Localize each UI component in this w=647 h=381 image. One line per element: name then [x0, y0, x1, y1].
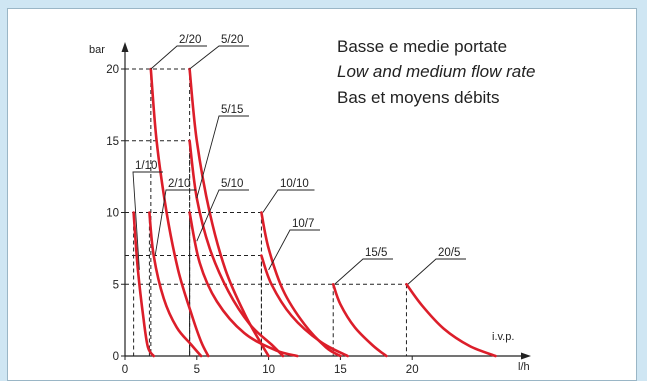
curve-leader-1-10: [132, 171, 163, 270]
curve-label-15-5: 15/5: [365, 247, 387, 259]
curve-leader-2-20: [150, 45, 207, 70]
y-axis-arrow: [121, 42, 129, 52]
curve-5-10: [188, 211, 299, 358]
curve-leader-2-10: [154, 189, 196, 256]
curve-leader-5-10: [196, 189, 249, 242]
curve-leader-10-7: [268, 229, 320, 271]
curve-2-10: [148, 211, 203, 358]
curve-label-10-10: 10/10: [280, 178, 309, 190]
curve-10-10: [260, 211, 342, 358]
curve-label-10-7: 10/7: [292, 218, 314, 230]
y-tick-label: 10: [106, 208, 119, 220]
title-line-1: Basse e medie portate: [337, 37, 507, 56]
curve-label-5-10: 5/10: [221, 178, 243, 190]
curve-1-10: [132, 211, 155, 358]
y-tick-label: 5: [113, 279, 119, 291]
curve-leader-15-5: [334, 258, 393, 285]
curve-label-2-10: 2/10: [168, 178, 190, 190]
y-axis-unit: bar: [89, 44, 105, 56]
x-axis-unit: l/h: [518, 361, 530, 373]
curve-20-5: [405, 283, 497, 358]
curve-leader-5-20: [189, 45, 249, 70]
curve-leader-10-10: [262, 189, 315, 213]
curve-15-5: [331, 283, 388, 358]
pressure-flow-chart: 0 5 10 15 20 0 5 10 15 20 1/10 2/20 2/10 5/20 5/15 5/1…: [89, 34, 535, 376]
y-tick-label: 0: [113, 351, 119, 363]
chart-panel: 0 5 10 15 20 0 5 10 15 20 1/10 2/20 2/10 5/20 5/15 5/1…: [7, 8, 637, 381]
curve-label-1-10: 1/10: [135, 160, 157, 172]
y-tick-label: 20: [106, 64, 119, 76]
x-axis-arrow: [521, 352, 531, 360]
x-tick-label: 0: [122, 364, 128, 376]
curve-label-20-5: 20/5: [438, 247, 460, 259]
curve-label-5-20: 5/20: [221, 34, 243, 46]
curves: [132, 67, 497, 358]
curve-label-2-20: 2/20: [179, 34, 201, 46]
x-tick-label: 20: [406, 364, 419, 376]
curve-2-20: [149, 67, 210, 358]
x-tick-label: 10: [262, 364, 275, 376]
y-tick-label: 15: [106, 136, 119, 148]
curve-10-7: [260, 254, 349, 358]
x-tick-label: 5: [194, 364, 200, 376]
title-line-3: Bas et moyens débits: [337, 88, 500, 107]
x-tick-label: 15: [334, 364, 347, 376]
curve-leader-20-5: [407, 258, 466, 285]
curve-5-15: [188, 139, 285, 358]
curve-labels: 1/10 2/20 2/10 5/20 5/15 5/10 10/10 10/7 15/5 20/…: [132, 34, 466, 285]
axes: 0 5 10 15 20 0 5 10 15 20: [106, 42, 531, 376]
curve-leader-5-15: [196, 115, 249, 199]
x-axis-note: i.v.p.: [492, 331, 514, 343]
title-line-2: Low and medium flow rate: [337, 62, 535, 81]
curve-label-5-15: 5/15: [221, 104, 243, 116]
